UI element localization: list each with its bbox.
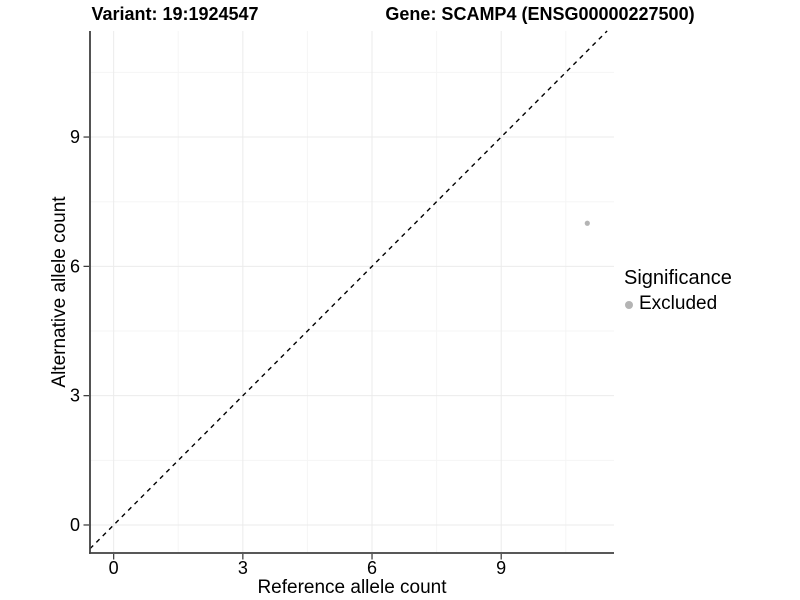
legend-point-icon bbox=[625, 301, 633, 309]
gene-title: Gene: SCAMP4 (ENSG00000227500) bbox=[385, 4, 695, 24]
y-tick-label: 6 bbox=[70, 256, 80, 276]
x-axis-title: Reference allele count bbox=[257, 577, 447, 598]
legend-title: Significance bbox=[624, 267, 732, 289]
y-tick-label: 3 bbox=[70, 386, 80, 406]
identity-line bbox=[89, 30, 608, 550]
legend: Significance Excluded bbox=[621, 267, 732, 315]
y-tick-label: 0 bbox=[70, 515, 80, 535]
variant-title: Variant: 19:1924547 bbox=[91, 4, 259, 24]
data-point bbox=[584, 220, 590, 226]
x-tick-label: 9 bbox=[496, 558, 506, 578]
y-tick-label: 9 bbox=[70, 127, 80, 147]
x-tick-label: 3 bbox=[238, 558, 248, 578]
x-tick-label: 0 bbox=[109, 558, 119, 578]
x-tick-label: 6 bbox=[367, 558, 377, 578]
y-axis-title: Alternative allele count bbox=[49, 196, 70, 388]
legend-entry-excluded: Excluded bbox=[621, 293, 732, 315]
legend-entry-label: Excluded bbox=[639, 293, 718, 314]
